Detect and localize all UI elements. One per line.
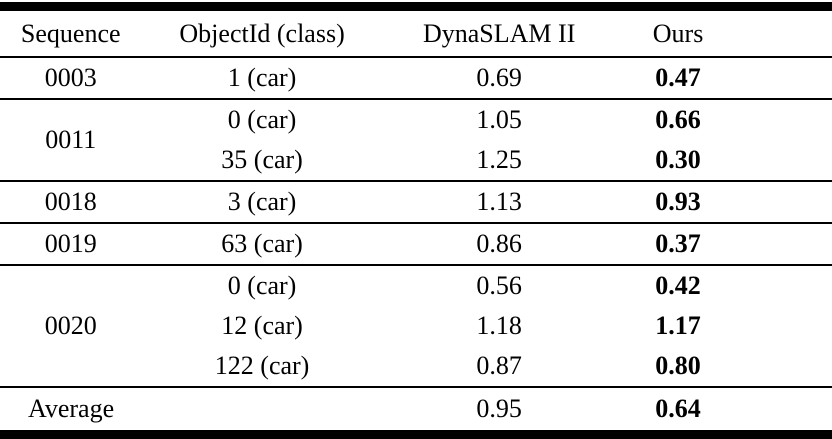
col-header-objectid: ObjectId (class)	[141, 11, 383, 58]
sequence-cell: 0018	[0, 181, 142, 224]
ours-value-cell: 1.17	[655, 311, 701, 340]
objectid-cell: 3 (car)	[141, 181, 383, 224]
objectid-cell: 35 (car)	[141, 140, 383, 182]
spacer-cell	[740, 99, 832, 140]
table-row: 12 (car) 1.18 1.17	[0, 306, 832, 346]
ours-value-cell: 0.80	[615, 346, 741, 388]
dynaslam-value-cell: 0.87	[382, 346, 616, 388]
spacer-cell	[740, 57, 832, 100]
table-row: 122 (car) 0.87 0.80	[0, 346, 832, 388]
dynaslam-value-cell: 1.18	[476, 311, 522, 340]
spacer-cell	[740, 265, 832, 306]
objectid-cell: 0 (car)	[227, 271, 297, 300]
table-row: 35 (car) 1.25 0.30	[0, 140, 832, 182]
table-row: 0020 0 (car) 0.56 0.42	[0, 265, 832, 388]
average-dynaslam-cell: 0.95	[476, 394, 522, 423]
col-header-spacer	[740, 11, 832, 58]
ours-value-cell: 0.93	[615, 181, 741, 224]
table-row: 0018 3 (car) 1.13 0.93	[0, 181, 832, 224]
average-row: Average 0.95 0.64	[0, 387, 832, 430]
ours-value-cell: 0.66	[655, 105, 701, 134]
sequence-cell: 0019	[0, 223, 142, 266]
sequence-cell: 0020	[0, 265, 142, 388]
ours-value-cell: 0.47	[615, 57, 741, 100]
objectid-cell: 122 (car)	[141, 346, 383, 388]
dynaslam-value-cell: 1.25	[382, 140, 616, 182]
average-ours-cell: 0.64	[655, 394, 701, 423]
col-header-dynaslam: DynaSLAM II	[382, 11, 616, 58]
objectid-cell: 63 (car)	[141, 223, 383, 266]
spacer-cell	[740, 346, 832, 388]
table-row: 0011 0 (car) 1.05 0.66	[0, 99, 832, 182]
dynaslam-value-cell: 1.05	[476, 105, 522, 134]
sequence-cell: 0011	[0, 99, 142, 182]
dynaslam-value-cell: 0.86	[382, 223, 616, 266]
dynaslam-value-cell: 0.69	[382, 57, 616, 100]
dynaslam-value-cell: 1.13	[382, 181, 616, 224]
objectid-cell: 12 (car)	[221, 311, 303, 340]
sequence-cell: 0003	[0, 57, 142, 100]
table-row: 0019 63 (car) 0.86 0.37	[0, 223, 832, 266]
table-row: 0003 1 (car) 0.69 0.47	[0, 57, 832, 100]
spacer-cell	[740, 140, 832, 182]
dynaslam-value-cell: 0.56	[476, 271, 522, 300]
ours-value-cell: 0.42	[655, 271, 701, 300]
header-row: Sequence ObjectId (class) DynaSLAM II Ou…	[0, 11, 832, 58]
objectid-cell: 1 (car)	[141, 57, 383, 100]
col-header-ours: Ours	[615, 11, 741, 58]
table-body: 0003 1 (car) 0.69 0.47 0011 0 (car) 1.05 0.66 35…	[0, 57, 832, 430]
average-label-cell: Average	[28, 394, 115, 423]
ours-value-cell: 0.30	[615, 140, 741, 182]
ours-value-cell: 0.37	[615, 223, 741, 266]
spacer-cell	[740, 387, 832, 430]
spacer-cell	[740, 306, 832, 346]
results-table: Sequence ObjectId (class) DynaSLAM II Ou…	[0, 11, 832, 430]
spacer-cell	[740, 223, 832, 266]
objectid-cell: 0 (car)	[227, 105, 297, 134]
spacer-cell	[740, 181, 832, 224]
col-header-sequence: Sequence	[0, 11, 142, 58]
